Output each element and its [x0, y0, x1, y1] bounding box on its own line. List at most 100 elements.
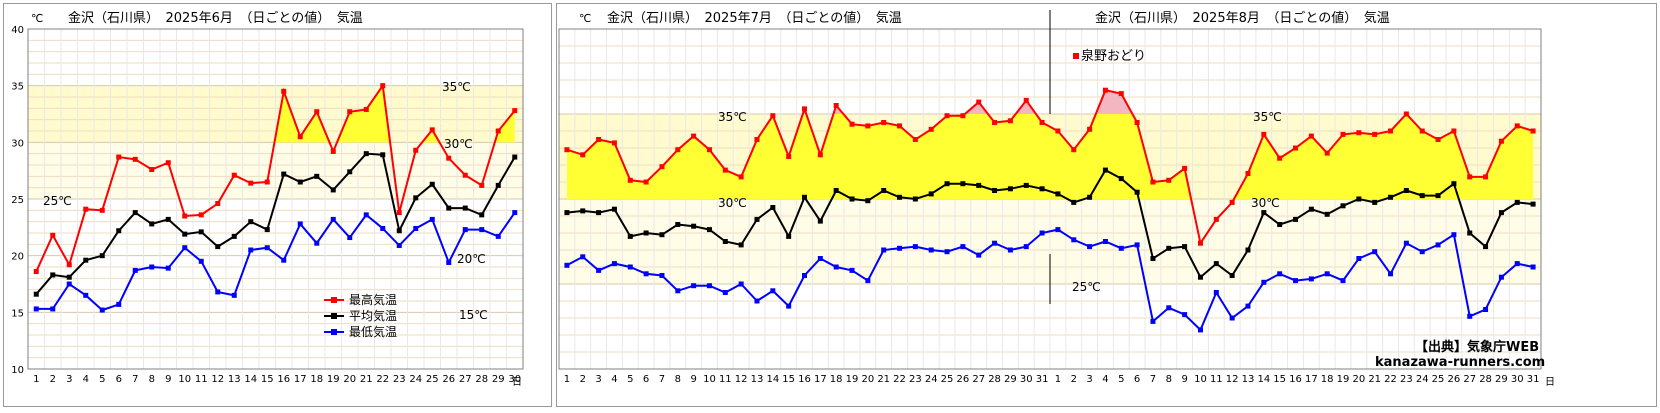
data-point	[1514, 199, 1520, 205]
data-point	[479, 227, 485, 233]
data-point	[264, 179, 270, 185]
x-tick-label: 21	[1368, 374, 1381, 385]
data-point	[165, 216, 171, 222]
data-point	[33, 291, 39, 297]
data-point	[786, 154, 792, 159]
series-line-0	[566, 89, 1534, 246]
data-point	[347, 109, 353, 115]
x-tick-label: 3	[595, 374, 601, 385]
source-label: 【出典】気象庁WEB	[1415, 339, 1539, 355]
x-tick-label: 30	[508, 374, 521, 385]
data-point	[1055, 227, 1061, 233]
x-tick-label: 31	[1036, 374, 1049, 385]
site-label: kanazawa-runners.com	[1375, 355, 1545, 370]
data-point	[865, 198, 871, 204]
x-tick-label: 11	[195, 374, 208, 385]
data-point	[1071, 147, 1077, 153]
data-point	[413, 195, 419, 201]
data-point	[833, 103, 839, 108]
data-point	[380, 83, 386, 89]
data-point	[330, 216, 336, 222]
data-point	[1229, 199, 1235, 205]
data-point	[33, 269, 39, 275]
x-tick-label: 19	[846, 374, 859, 385]
x-tick-label: 1	[33, 374, 39, 385]
data-point	[659, 273, 665, 278]
x-tick-label: 18	[830, 374, 843, 385]
data-point	[363, 106, 369, 112]
data-point	[1023, 182, 1029, 188]
x-tick-label: 23	[393, 374, 406, 385]
data-point	[50, 306, 56, 312]
x-tick-label: 26	[957, 374, 970, 385]
data-point	[881, 247, 887, 253]
data-point	[1182, 244, 1188, 250]
data-point	[512, 108, 518, 114]
july-chart-title: 金沢（石川県） 2025年7月 （日ごとの値） 気温	[607, 10, 902, 26]
data-point	[1087, 194, 1093, 200]
plot-area: 2025303540123456789101112131415161718192…	[542, 10, 1542, 385]
data-point	[495, 128, 501, 134]
data-point	[1498, 210, 1504, 216]
data-point	[1483, 174, 1489, 180]
data-point	[1118, 176, 1124, 182]
data-point	[1293, 278, 1298, 284]
data-point	[770, 205, 776, 210]
x-tick-label: 23	[1400, 374, 1413, 385]
data-point	[722, 167, 728, 173]
data-point	[1102, 87, 1108, 93]
y-tick-label: 20	[11, 252, 24, 263]
june-legend: 最高気温 平均気温 最低気温	[324, 292, 397, 339]
data-point	[881, 120, 887, 125]
data-point	[33, 306, 39, 312]
data-point	[446, 205, 452, 211]
july-august-temperature-chart: 2025303540123456789101112131415161718192…	[542, 10, 1555, 388]
data-point	[1166, 245, 1172, 251]
data-point	[446, 155, 452, 161]
data-point	[198, 212, 204, 218]
data-point	[248, 180, 254, 186]
x-tick-label: 1	[1055, 374, 1061, 385]
data-point	[1435, 193, 1441, 199]
june-chart-title: 金沢（石川県） 2025年6月 （日ごとの値） 気温	[68, 10, 363, 26]
data-point	[1340, 203, 1346, 209]
x-tick-label: 22	[376, 374, 389, 385]
x-tick-label: 5	[99, 374, 105, 385]
x-tick-label: 6	[116, 374, 122, 385]
data-point	[1372, 131, 1378, 137]
data-point	[182, 213, 188, 219]
data-point	[396, 242, 402, 248]
june-annotation-35: 35℃	[442, 80, 471, 94]
data-point	[992, 240, 998, 246]
data-point	[429, 181, 435, 187]
x-tick-label: 31	[1527, 374, 1540, 385]
x-tick-label: 28	[475, 374, 488, 385]
data-point	[1467, 174, 1473, 180]
data-point	[1498, 274, 1504, 280]
data-point	[1213, 216, 1219, 222]
x-tick-label: 3	[1086, 374, 1092, 385]
data-point	[1182, 165, 1188, 171]
data-point	[1403, 188, 1409, 193]
julaug-unit-label: ℃	[579, 12, 591, 25]
data-point	[1277, 271, 1283, 277]
data-point	[330, 148, 336, 154]
data-point	[912, 244, 918, 250]
x-tick-label: 8	[149, 374, 155, 385]
x-tick-label: 7	[1150, 374, 1156, 385]
data-point	[627, 264, 633, 270]
data-point	[643, 230, 649, 236]
y-tick-label: 15	[11, 308, 24, 319]
data-point	[992, 120, 998, 125]
data-point	[1308, 206, 1314, 212]
data-point	[347, 169, 353, 175]
data-point	[165, 265, 171, 271]
data-point	[976, 252, 982, 258]
legend-avg-temp: 平均気温	[349, 308, 397, 323]
data-point	[116, 301, 122, 307]
x-tick-label: 25	[426, 374, 439, 385]
data-point	[314, 240, 320, 246]
x-tick-label: 2	[580, 374, 586, 385]
x-tick-label: 10	[178, 374, 191, 385]
